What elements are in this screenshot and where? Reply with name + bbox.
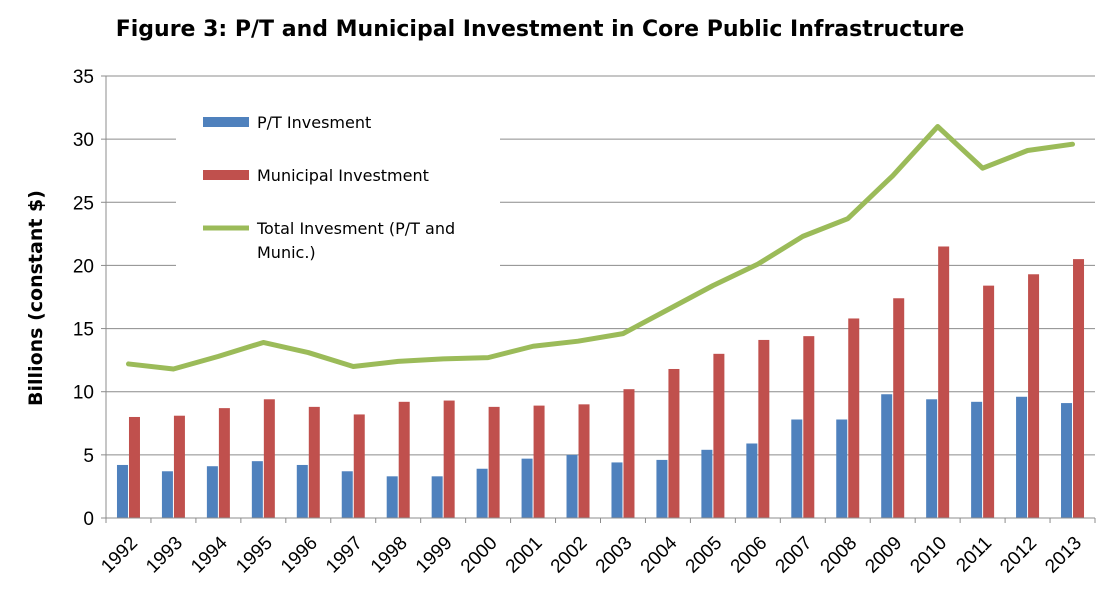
pt-investment-bar-1993 [161, 471, 173, 518]
pt-investment-bar-2007 [791, 419, 803, 518]
pt-investment-bar-2001 [521, 458, 533, 518]
legend-swatch-pt [203, 117, 249, 127]
x-tick-label: 2000 [457, 533, 502, 578]
x-tick-label: 2007 [772, 533, 817, 578]
total-line-layer [125, 124, 1076, 372]
chart-title: Figure 3: P/T and Municipal Investment i… [116, 17, 965, 42]
pt-investment-bar-1994 [206, 466, 218, 518]
pt-investment-bar-2000 [476, 468, 488, 518]
y-tick-label: 25 [73, 193, 94, 214]
municipal-investment-bar-2007 [803, 336, 815, 518]
municipal-investment-bar-2000 [488, 406, 500, 518]
legend-swatch-municipal [203, 170, 249, 180]
y-tick-label: 0 [83, 509, 94, 530]
municipal-investment-bar-1993 [173, 415, 185, 518]
municipal-investment-bar-1999 [443, 400, 455, 518]
municipal-investment-bar-1995 [263, 399, 275, 518]
pt-investment-bar-1998 [386, 476, 398, 518]
y-tick-label: 35 [73, 67, 94, 88]
pt-investment-bar-2012 [1016, 396, 1028, 518]
legend-label-municipal: Municipal Investment [257, 166, 429, 185]
y-tick-label: 5 [83, 446, 94, 467]
pt-investment-bar-1996 [296, 464, 308, 518]
municipal-investment-bar-1994 [218, 408, 230, 518]
y-tick-label: 20 [73, 256, 94, 277]
pt-investment-bar-2005 [701, 449, 713, 518]
y-axis-label: Billions (constant $) [25, 190, 47, 406]
y-tick-label: 10 [73, 383, 94, 404]
municipal-investment-bar-2009 [893, 298, 905, 518]
legend-label-total: Total Invesment (P/T and [256, 219, 455, 238]
pt-investment-bar-1997 [341, 471, 353, 518]
x-tick-label: 1993 [142, 533, 187, 578]
pt-investment-bar-2008 [836, 419, 848, 518]
x-tick-label: 2009 [861, 533, 906, 578]
x-tick-label: 2012 [996, 533, 1041, 578]
x-tick-label: 2008 [817, 533, 862, 578]
pt-investment-bar-2004 [656, 459, 668, 518]
municipal-investment-bar-2006 [758, 339, 770, 518]
x-tick-label: 1992 [97, 533, 142, 578]
x-tick-label: 2010 [906, 533, 951, 578]
x-tick-label: 1998 [367, 533, 412, 578]
x-tick-label: 2003 [592, 533, 637, 578]
x-tick-label: 1995 [232, 533, 277, 578]
x-tick-label: 2013 [1041, 533, 1086, 578]
axes [101, 75, 1096, 523]
y-tick-label: 15 [73, 320, 94, 341]
legend-label-total: Munic.) [257, 243, 316, 262]
municipal-investment-bar-2013 [1073, 259, 1085, 518]
x-tick-label: 1997 [322, 533, 367, 578]
x-tick-label: 1996 [277, 533, 322, 578]
municipal-investment-bar-2012 [1028, 274, 1040, 518]
x-tick-label: 1999 [412, 533, 457, 578]
pt-investment-bar-2003 [611, 462, 623, 518]
municipal-investment-bar-1992 [128, 416, 140, 518]
pt-investment-bar-2013 [1061, 403, 1073, 518]
y-tick-labels: 0 5 10 15 20 25 30 35 [73, 67, 94, 530]
pt-investment-bar-2006 [746, 443, 758, 518]
municipal-investment-bar-2002 [578, 404, 590, 518]
pt-investment-bar-1992 [116, 464, 128, 518]
pt-investment-bar-2009 [881, 394, 893, 518]
x-tick-labels: 1992 1993 1994 1995 1996 1997 1998 1999 2000 2001… [97, 532, 1086, 577]
x-tick-label: 2005 [682, 533, 727, 578]
pt-investment-bar-2002 [566, 454, 578, 518]
legend-label-pt: P/T Invesment [257, 113, 371, 132]
pt-investment-bar-2010 [926, 399, 938, 518]
legend: P/T Invesment Municipal Investment Total I… [176, 92, 500, 272]
municipal-investment-bar-2001 [533, 405, 545, 518]
total-investment-line [125, 124, 1076, 372]
bars [116, 246, 1085, 518]
municipal-investment-bar-1998 [398, 401, 410, 518]
municipal-investment-bar-2004 [668, 368, 680, 518]
pt-investment-bar-2011 [971, 401, 983, 518]
x-tick-label: 2002 [547, 533, 592, 578]
x-tick-label: 2004 [637, 532, 682, 577]
municipal-investment-bar-2008 [848, 318, 860, 518]
municipal-investment-bar-1996 [308, 406, 320, 518]
x-tick-label: 2001 [502, 533, 547, 578]
municipal-investment-bar-2005 [713, 353, 725, 518]
pt-investment-bar-1999 [431, 476, 443, 518]
x-tick-label: 1994 [187, 532, 232, 577]
municipal-investment-bar-2003 [623, 389, 635, 518]
municipal-investment-bar-2010 [938, 246, 950, 518]
x-tick-label: 2006 [727, 533, 772, 578]
municipal-investment-bar-2011 [983, 285, 995, 518]
y-tick-label: 30 [73, 130, 94, 151]
x-tick-label: 2011 [952, 533, 996, 577]
pt-investment-bar-1995 [251, 461, 263, 518]
municipal-investment-bar-1997 [353, 414, 365, 518]
